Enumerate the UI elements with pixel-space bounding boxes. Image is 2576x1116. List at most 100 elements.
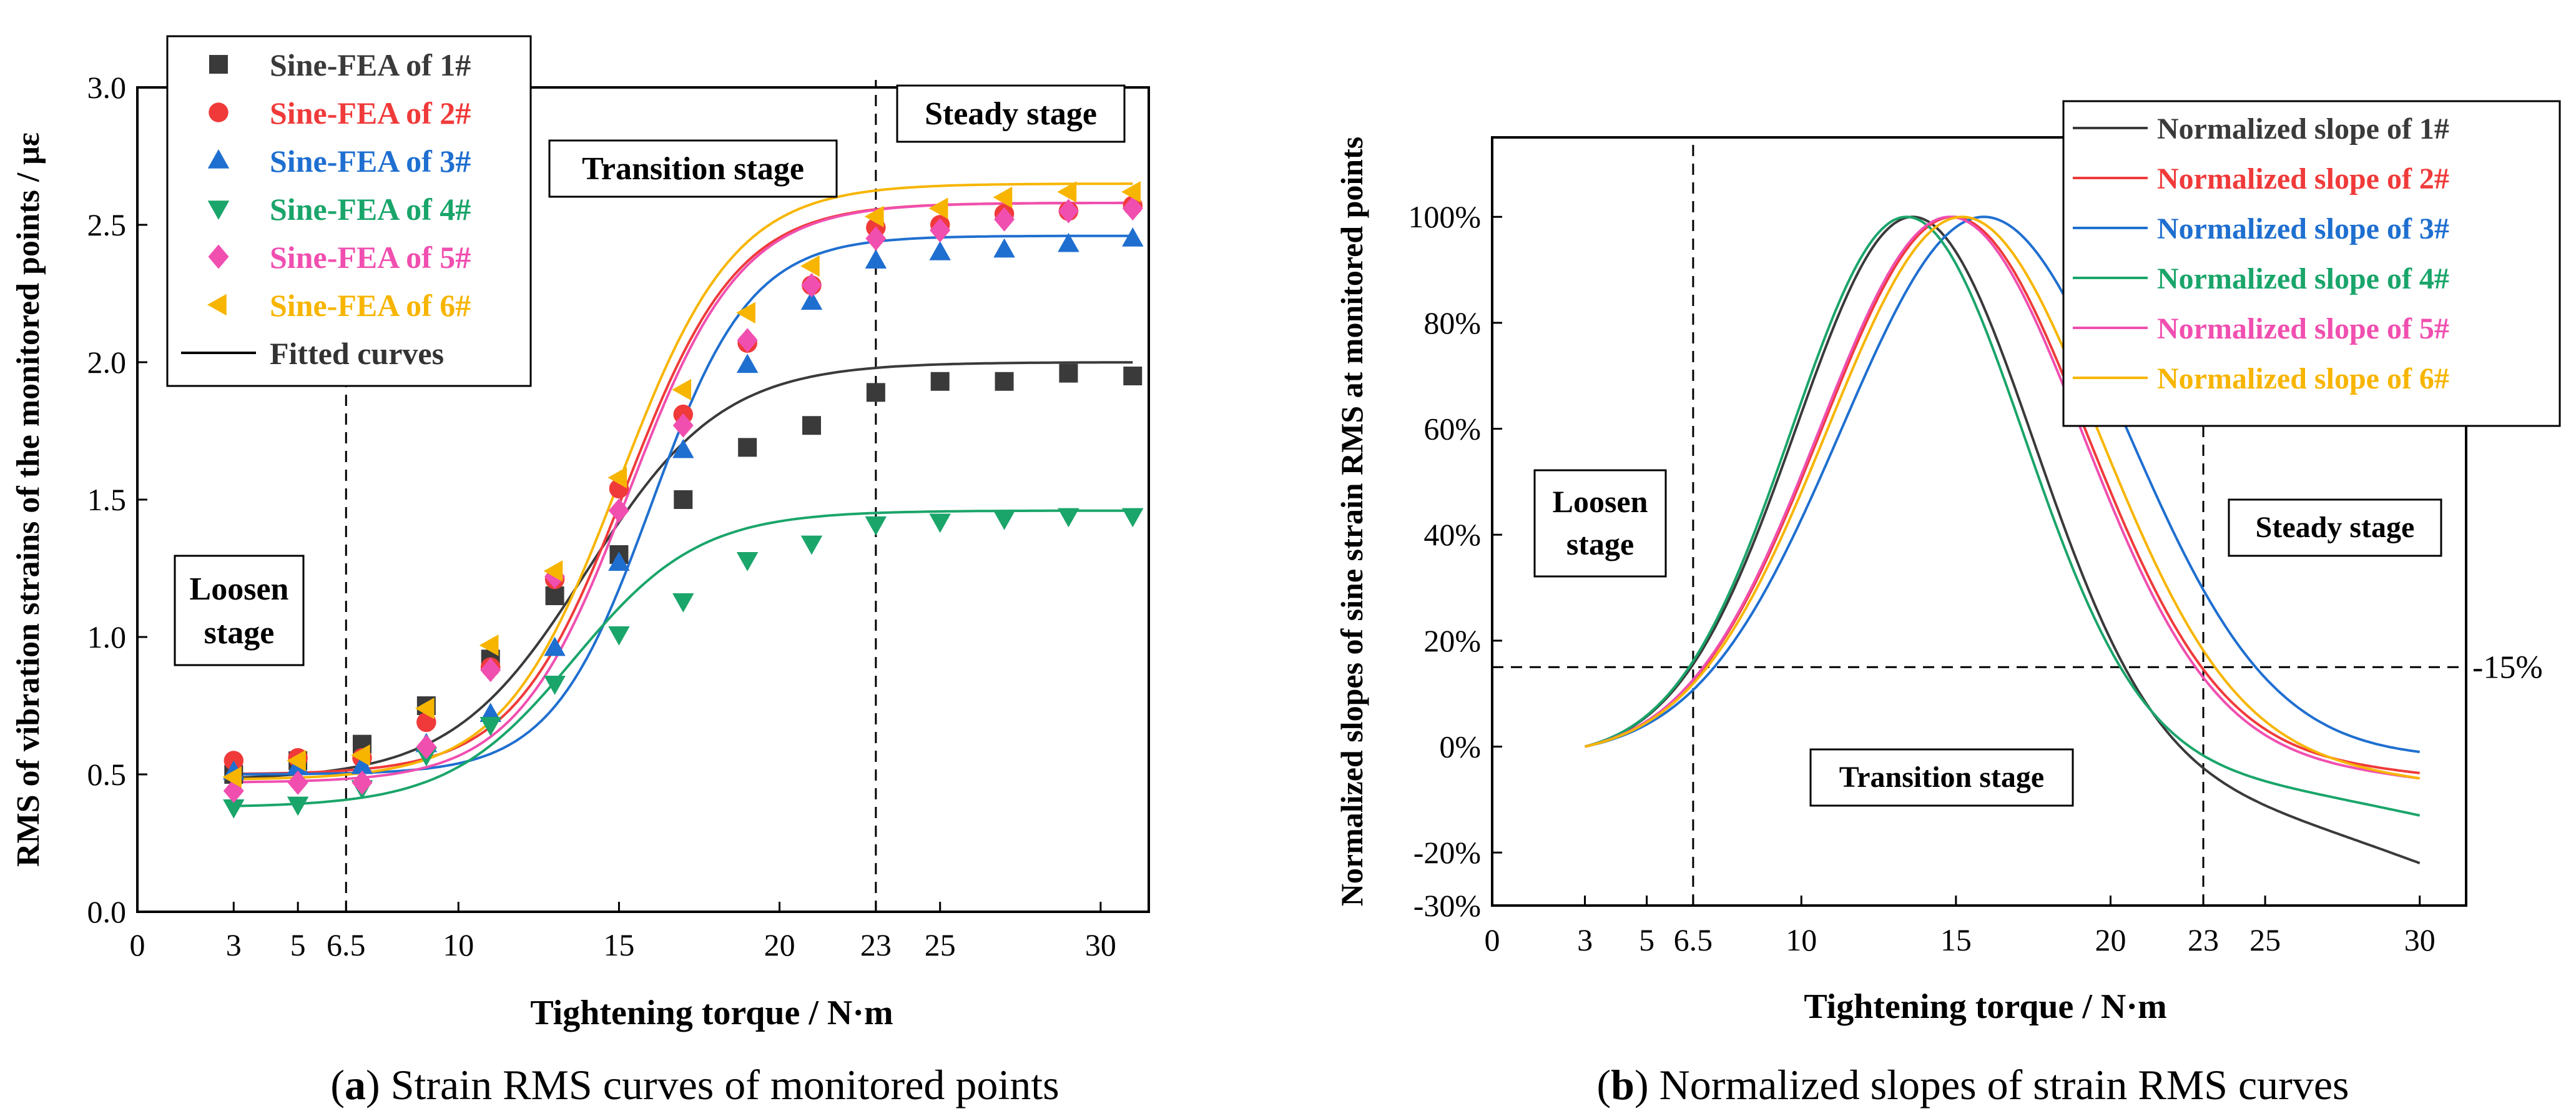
panel-a-data-point [287,749,306,772]
panel-a-xtick-label: 3 [226,927,242,962]
panel-a-ytick-label: 2.0 [87,345,127,380]
panel-a-data-point [672,593,694,613]
panel-a-caption: (a) Strain RMS curves of monitored point… [330,1061,1059,1109]
panel-b-ylabel: Normalized slopes of sine strain RMS at … [1334,137,1369,906]
panel-b-caption-text: Normalized slopes of strain RMS curves [1659,1061,2349,1109]
panel-a-data-point [223,799,245,819]
panel-b-threshold-label: -15% [2472,649,2543,685]
panel-a-ytick-label: 0.5 [87,757,127,792]
panel-b-ytick-label: 100% [1408,199,1481,234]
panel-b-legend-frame [2062,100,2561,427]
panel-a-data-point [800,535,823,555]
panel-b-caption: (b) Normalized slopes of strain RMS curv… [1597,1061,2349,1109]
panel-a-xlabel: Tightening torque / N·m [530,994,893,1032]
panel-a-data-point [928,197,948,219]
panel-a-data-point [929,513,951,533]
panel-a-ytick-label: 1.5 [87,482,127,517]
panel-a-ytick-label: 0.0 [87,894,127,929]
panel-b-loosen-line1: Loosen [1553,484,1648,519]
panel-a-data-point [800,290,823,310]
panel-a-xtick-label: 15 [603,927,634,962]
chart-panel-b: 0 3 5 6.5 10 15 20 23 25 30 -30% -20% 0% 20% 40% 60% 80%… [1334,100,2561,1109]
panel-a-steady-text: Steady stage [925,96,1097,132]
panel-a-data-point [222,766,242,788]
panel-b-legend-label: Normalized slope of 5# [2157,312,2449,345]
panel-b-xtick-label: 25 [2249,922,2281,957]
panel-a-transition-label: Transition stage [548,139,838,198]
panel-b-steady-label: Steady stage [2228,498,2442,557]
panel-a-data-point [800,255,820,277]
panel-a-data-point [1057,180,1077,203]
panel-b-legend-label: Normalized slope of 2# [2157,162,2449,195]
panel-b-loosen-label: Loosen stage [1533,469,1667,578]
panel-b-dynamic: 0 3 5 6.5 10 15 20 23 25 30 -30% -20% 0% 20% 40% 60% 80%… [1408,137,2543,957]
panel-a-data-point [672,378,692,401]
panel-a-caption-label: a [345,1061,366,1109]
panel-a-data-point [607,467,627,489]
panel-b-ytick-label: 20% [1423,623,1481,658]
panel-a-ytick-label: 1.0 [87,620,127,654]
panel-a-data-point [351,770,373,795]
panel-a-data-point [929,241,951,260]
panel-b-slope-curve [1585,215,2421,817]
panel-a-data-point [930,372,950,391]
panel-a-data-point [672,413,694,438]
panel-a-data-point [994,207,1015,232]
panel-b-xtick-label: 23 [2188,922,2219,957]
panel-a-legend-label: Sine-FEA of 1# [270,47,471,82]
panel-a-xtick-label: 23 [860,927,892,962]
panel-a-legend-marker [208,244,229,269]
panel-a-xtick-label: 0 [130,927,145,962]
panel-b-transition-label: Transition stage [1809,748,2074,807]
panel-a-fitted-curve [234,509,1133,807]
panel-a-legend-label: Fitted curves [270,336,444,371]
panel-a-data-point [1122,196,1143,221]
panel-b-legend-label: Normalized slope of 6# [2157,362,2449,395]
panel-b-legend-label: Normalized slope of 1# [2157,112,2449,146]
panel-a-data-point [1122,227,1144,247]
panel-b-slope-curve [1585,215,2421,864]
panel-a-loosen-line1: Loosen [190,571,289,607]
panel-a-xtick-label: 5 [290,927,306,962]
panel-b-ytick-label: -30% [1413,888,1481,923]
panel-a-data-point [480,658,501,683]
panel-b-xtick-label: 3 [1577,922,1593,957]
panel-b-legend-label: Normalized slope of 3# [2157,212,2449,245]
panel-a-data-point [544,636,566,656]
panel-a-plot-frame [136,86,1150,913]
panel-a-ytick-label: 3.0 [87,70,127,105]
panel-a-data-point [351,744,370,766]
panel-a-data-point [1059,363,1078,383]
panel-a-data-point [287,796,309,816]
panel-a-legend-items: Sine-FEA of 1# Sine-FEA of 2# Sine-FEA of … [181,47,471,371]
panel-a-data-point [802,416,821,435]
panel-b-xtick-label: 6.5 [1674,922,1713,957]
panel-a-data-point [993,511,1015,530]
panel-a-data-point [1121,180,1141,203]
panel-a-data-point [736,552,759,571]
panel-b-xtick-label: 15 [1940,922,1972,957]
panel-b-slope-curve [1585,215,2420,780]
panel-a-data-point [479,717,501,736]
panel-a-legend-frame [166,35,532,387]
panel-a-data-point [801,273,822,298]
panel-a-xtick-label: 30 [1085,927,1116,962]
panel-a-legend-marker [207,200,230,220]
panel-b-ytick-label: 40% [1423,517,1481,552]
panel-a-legend-label: Sine-FEA of 6# [270,288,471,323]
panel-a-data-point [608,626,630,646]
panel-a-data-point [865,226,887,251]
panel-a-legend-marker [207,294,227,316]
panel-a-data-point [415,698,435,719]
panel-a-legend: Sine-FEA of 1# Sine-FEA of 2# Sine-FEA of … [166,35,532,387]
panel-a-data-point [1058,232,1079,252]
panel-a-transition-text: Transition stage [582,151,804,187]
panel-a-steady-label: Steady stage [896,84,1126,143]
panel-b-loosen-line2: stage [1566,526,1634,561]
panel-b-transition-text: Transition stage [1839,761,2044,794]
panel-a-legend-marker [207,149,230,169]
panel-a-ytick-label: 2.5 [87,207,127,242]
panel-a-data-point [1122,508,1144,528]
panel-a-xtick-label: 25 [925,927,956,962]
